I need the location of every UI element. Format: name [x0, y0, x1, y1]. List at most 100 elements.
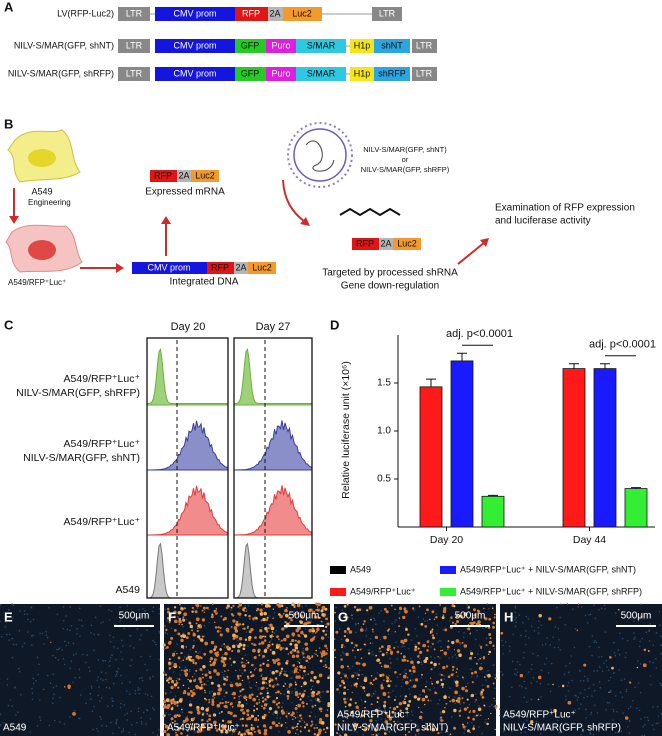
rfp-speck — [240, 708, 244, 712]
nucleus-speck — [291, 701, 293, 704]
nucleus-speck — [394, 621, 396, 623]
rfp-speck — [318, 616, 321, 619]
rfp-speck — [399, 607, 403, 611]
rfp-speck — [346, 616, 349, 619]
nucleus-speck — [174, 687, 176, 689]
nucleus-speck — [645, 631, 648, 634]
rfp-speck — [178, 726, 182, 730]
nucleus-speck — [122, 728, 125, 730]
rfp-speck — [200, 685, 203, 688]
nucleus-speck — [655, 722, 658, 725]
rfp-speck — [284, 683, 287, 685]
nucleus-speck — [177, 615, 179, 618]
rfp-speck — [301, 666, 304, 669]
rfp-speck — [376, 701, 379, 703]
rfp-speck — [242, 664, 246, 668]
nucleus-speck — [589, 613, 592, 616]
nucleus-speck — [626, 725, 629, 728]
rfp-speck — [320, 710, 322, 713]
nucleus-speck — [486, 603, 488, 605]
nucleus-speck — [248, 686, 251, 688]
construct: NILV-S/MAR(GFP, shRFP) LTR CMV prom GFP … — [8, 67, 437, 81]
rfp-speck — [363, 728, 367, 732]
nucleus-speck — [137, 707, 140, 710]
target-mrna: RFP 2A Luc2 — [352, 238, 421, 250]
rfp-speck — [358, 662, 361, 665]
panel-label: B — [4, 116, 13, 131]
caption: Targeted by processed shRNA — [322, 268, 458, 279]
nucleus-speck — [39, 632, 41, 635]
rfp-speck — [262, 662, 265, 665]
scale-label: 500μm — [119, 611, 150, 622]
rfp-speck — [249, 618, 251, 620]
rfp-speck — [417, 647, 420, 650]
rfp-speck — [374, 708, 379, 713]
nucleus-speck — [604, 631, 607, 633]
rfp-speck — [449, 700, 452, 703]
rfp-speck — [272, 635, 274, 638]
rfp-speck — [567, 700, 572, 705]
rfp-speck — [412, 669, 416, 673]
rfp-speck — [370, 674, 373, 677]
rfp-speck — [294, 683, 298, 686]
rfp-speck — [213, 609, 217, 613]
scale-label: 500μm — [289, 611, 320, 622]
rfp-speck — [167, 681, 170, 684]
row-label: A549/RFP⁺Luc⁺ — [64, 438, 141, 450]
rfp-speck — [324, 731, 327, 734]
rfp-speck — [337, 671, 341, 675]
rfp-speck — [251, 663, 254, 667]
rfp-speck — [364, 706, 367, 709]
rfp-speck — [466, 698, 469, 701]
rfp-speck — [335, 630, 339, 634]
nucleus-speck — [13, 686, 16, 689]
nucleus-speck — [45, 630, 48, 633]
nucleus-speck — [491, 704, 493, 706]
rfp-speck — [296, 666, 299, 668]
rfp-speck — [240, 695, 242, 697]
rfp-speck — [426, 608, 429, 612]
nucleus-speck — [347, 727, 350, 730]
rfp-speck — [326, 690, 330, 694]
nucleus-speck — [440, 713, 442, 715]
rfp-speck — [246, 626, 249, 629]
nucleus-speck — [547, 683, 550, 686]
nucleus-speck — [18, 667, 20, 670]
nucleus-speck — [126, 719, 128, 721]
rfp-speck — [399, 709, 402, 712]
nucleus-speck — [197, 652, 200, 655]
nucleus-speck — [527, 711, 529, 714]
rfp-speck — [433, 648, 436, 651]
rfp-speck — [234, 714, 237, 718]
nucleus-speck — [105, 686, 108, 689]
rfp-speck — [360, 725, 362, 728]
nucleus-speck — [129, 645, 131, 647]
rfp-speck — [552, 683, 554, 686]
nucleus-speck — [266, 702, 269, 705]
rfp-speck — [204, 641, 209, 646]
nucleus-speck — [58, 647, 61, 650]
rfp-speck — [447, 640, 450, 642]
rfp-speck — [243, 627, 246, 630]
rfp-speck — [232, 619, 236, 623]
nucleus-speck — [319, 610, 321, 613]
rfp-speck — [219, 626, 222, 630]
nucleus-speck — [152, 606, 155, 609]
nucleus-speck — [89, 632, 92, 634]
nucleus-speck — [448, 657, 450, 659]
nucleus-speck — [494, 700, 497, 702]
part: Luc2 — [292, 8, 312, 18]
rfp-speck — [189, 624, 193, 629]
nucleus-speck — [346, 697, 349, 700]
nucleus-speck — [648, 660, 651, 663]
rfp-speck — [306, 621, 310, 625]
nucleus-speck — [365, 635, 368, 637]
nucleus-speck — [370, 733, 373, 736]
nucleus-speck — [493, 705, 495, 708]
rfp-speck — [455, 671, 458, 674]
rfp-speck — [285, 634, 290, 639]
rfp-speck — [475, 698, 477, 701]
rfp-speck — [291, 654, 296, 659]
rfp-speck — [316, 655, 319, 657]
nucleus-speck — [55, 648, 58, 651]
